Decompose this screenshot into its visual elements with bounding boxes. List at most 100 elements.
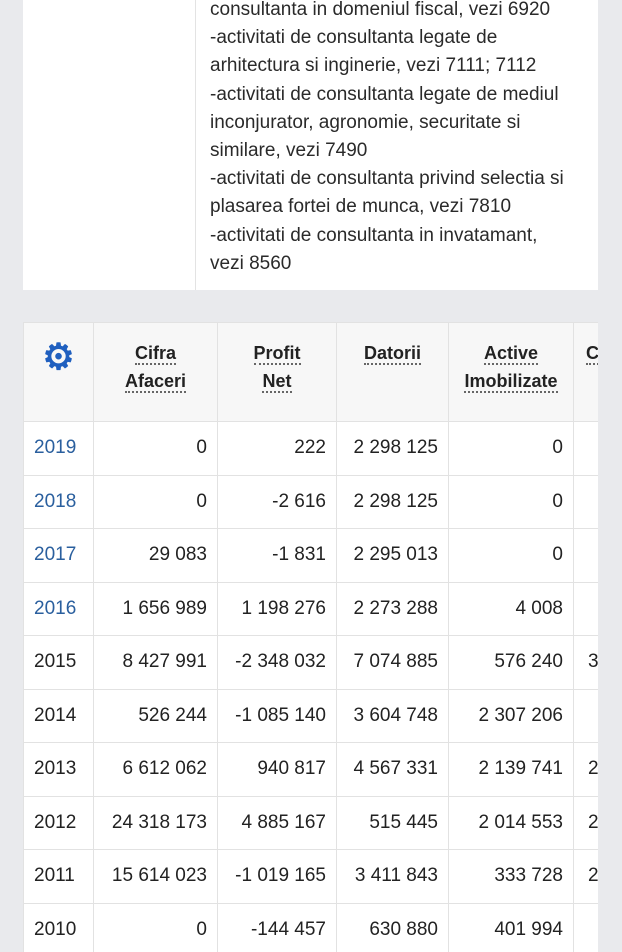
description-line: vezi 8560	[210, 252, 292, 274]
table-row: 2016 1 656 989 1 198 276 2 273 288 4 008	[23, 581, 598, 636]
description-line: similare, vezi 7490	[210, 140, 368, 162]
column-header-datorii[interactable]: Datorii	[336, 322, 449, 422]
label-cell	[23, 0, 196, 290]
cell-datorii: 2 295 013	[336, 528, 449, 583]
cell-profit-net: -144 457	[217, 902, 337, 952]
cell-datorii: 3 604 748	[336, 688, 449, 743]
table-header-row: ⚙ Cifra Afaceri Profit Net Datorii Active Imob…	[23, 322, 598, 422]
cell-datorii: 2 298 125	[336, 474, 449, 529]
cell-active-imobilizate: 0	[448, 528, 574, 583]
cell-datorii: 3 411 843	[336, 849, 449, 904]
cell-cifra-afaceri: 526 244	[93, 688, 218, 743]
cell-datorii: 7 074 885	[336, 635, 449, 690]
header-label: Active	[483, 343, 539, 365]
year-cell: 2011	[23, 849, 94, 904]
description-line: -activitati de consultanta privind selec…	[210, 168, 564, 190]
year-link[interactable]: 2018	[23, 474, 94, 529]
year-cell: 2015	[23, 635, 94, 690]
cell-active-imobilizate: 2 139 741	[448, 742, 574, 797]
cell-partial-column	[573, 688, 598, 743]
cell-partial-column	[573, 474, 598, 529]
financial-table-container[interactable]: ⚙ Cifra Afaceri Profit Net Datorii Active Imob…	[23, 322, 598, 952]
description-line: arhitectura si inginerie, vezi 7111; 711…	[210, 55, 537, 77]
cell-active-imobilizate: 2 307 206	[448, 688, 574, 743]
cell-active-imobilizate: 576 240	[448, 635, 574, 690]
cell-partial-column	[573, 421, 598, 476]
table-row: 2014 526 244 -1 085 140 3 604 748 2 307 206	[23, 688, 598, 743]
caen-description-card: consultanta in domeniul fiscal, vezi 692…	[23, 0, 598, 290]
cell-profit-net: 222	[217, 421, 337, 476]
header-label: Datorii	[363, 343, 421, 365]
cell-profit-net: 4 885 167	[217, 795, 337, 850]
table-row: 2017 29 083 -1 831 2 295 013 0	[23, 528, 598, 583]
cell-active-imobilizate: 333 728	[448, 849, 574, 904]
column-header-active-imobilizate[interactable]: Active Imobilizate	[448, 322, 574, 422]
cell-profit-net: -2 616	[217, 474, 337, 529]
cell-cifra-afaceri: 0	[93, 421, 218, 476]
cell-datorii: 630 880	[336, 902, 449, 952]
cell-partial-column	[573, 581, 598, 636]
cell-active-imobilizate: 0	[448, 421, 574, 476]
description-line: plasarea fortei de munca, vezi 7810	[210, 196, 512, 218]
year-cell: 2010	[23, 902, 94, 952]
year-cell: 2013	[23, 742, 94, 797]
header-label: Profit	[253, 343, 301, 365]
year-link[interactable]: 2019	[23, 421, 94, 476]
cell-partial-column: 2	[573, 849, 598, 904]
table-row: 2015 8 427 991 -2 348 032 7 074 885 576 240 3	[23, 635, 598, 690]
cell-partial-column	[573, 902, 598, 952]
cell-datorii: 515 445	[336, 795, 449, 850]
table-row: 2013 6 612 062 940 817 4 567 331 2 139 741 2	[23, 742, 598, 797]
cell-active-imobilizate: 4 008	[448, 581, 574, 636]
description-line: -activitati de consultanta in invatamant…	[210, 224, 538, 246]
header-label: Cifra	[134, 343, 176, 365]
column-header-cifra-afaceri[interactable]: Cifra Afaceri	[93, 322, 218, 422]
cell-partial-column: 3	[573, 635, 598, 690]
cell-profit-net: 1 198 276	[217, 581, 337, 636]
cell-partial-column: 2	[573, 742, 598, 797]
year-cell: 2012	[23, 795, 94, 850]
cell-profit-net: -2 348 032	[217, 635, 337, 690]
description-line: -activitati de consultanta legate de	[210, 27, 498, 49]
cell-datorii: 2 273 288	[336, 581, 449, 636]
table-row: 2011 15 614 023 -1 019 165 3 411 843 333 728…	[23, 849, 598, 904]
cell-profit-net: -1 085 140	[217, 688, 337, 743]
cell-cifra-afaceri: 15 614 023	[93, 849, 218, 904]
header-label: Net	[262, 371, 292, 393]
cell-partial-column: 2	[573, 795, 598, 850]
description-line: -activitati de consultanta legate de med…	[210, 83, 559, 105]
column-header-partial-column[interactable]: C	[573, 322, 598, 422]
table-row: 2019 0 222 2 298 125 0	[23, 421, 598, 476]
year-cell: 2014	[23, 688, 94, 743]
cell-profit-net: -1 019 165	[217, 849, 337, 904]
description-line: inconjurator, agronomie, securitate si	[210, 111, 521, 133]
cell-cifra-afaceri: 0	[93, 902, 218, 952]
settings-button[interactable]: ⚙	[23, 322, 94, 422]
cell-cifra-afaceri: 24 318 173	[93, 795, 218, 850]
gear-icon: ⚙	[42, 336, 75, 377]
description-line: consultanta in domeniul fiscal, vezi 692…	[210, 0, 551, 20]
column-header-profit-net[interactable]: Profit Net	[217, 322, 337, 422]
header-label: Afaceri	[124, 371, 187, 393]
cell-active-imobilizate: 0	[448, 474, 574, 529]
cell-cifra-afaceri: 0	[93, 474, 218, 529]
cell-cifra-afaceri: 1 656 989	[93, 581, 218, 636]
table-row: 2010 0 -144 457 630 880 401 994	[23, 902, 598, 952]
cell-cifra-afaceri: 29 083	[93, 528, 218, 583]
header-label: Imobilizate	[464, 371, 558, 393]
cell-cifra-afaceri: 6 612 062	[93, 742, 218, 797]
cell-partial-column	[573, 528, 598, 583]
cell-datorii: 2 298 125	[336, 421, 449, 476]
table-row: 2018 0 -2 616 2 298 125 0	[23, 474, 598, 529]
year-link[interactable]: 2017	[23, 528, 94, 583]
cell-datorii: 4 567 331	[336, 742, 449, 797]
cell-profit-net: -1 831	[217, 528, 337, 583]
table-row: 2012 24 318 173 4 885 167 515 445 2 014 553 2	[23, 795, 598, 850]
year-link[interactable]: 2016	[23, 581, 94, 636]
cell-cifra-afaceri: 8 427 991	[93, 635, 218, 690]
cell-active-imobilizate: 401 994	[448, 902, 574, 952]
cell-active-imobilizate: 2 014 553	[448, 795, 574, 850]
activity-description: consultanta in domeniul fiscal, vezi 692…	[196, 0, 574, 290]
financial-table: ⚙ Cifra Afaceri Profit Net Datorii Active Imob…	[23, 322, 598, 952]
cell-profit-net: 940 817	[217, 742, 337, 797]
